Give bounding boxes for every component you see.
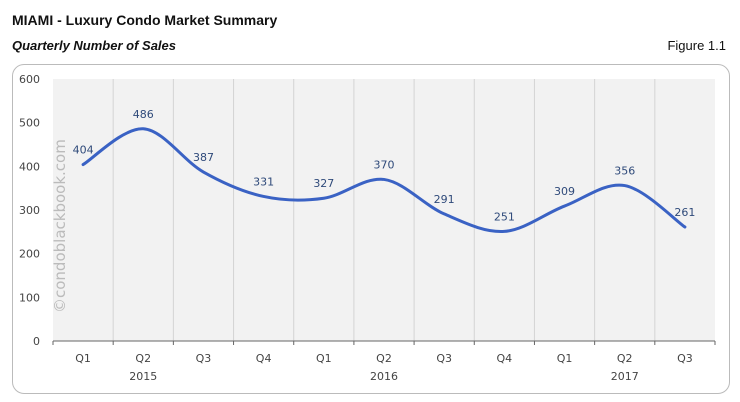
data-label: 251 bbox=[494, 210, 515, 223]
plot-area bbox=[53, 79, 715, 341]
data-label: 370 bbox=[374, 158, 395, 171]
figure-label: Figure 1.1 bbox=[667, 38, 726, 53]
page-title: MIAMI - Luxury Condo Market Summary bbox=[12, 12, 278, 28]
y-tick-label: 500 bbox=[19, 117, 40, 130]
x-tick-label: Q2 bbox=[376, 352, 392, 365]
chart-card bbox=[12, 64, 730, 394]
y-tick-label: 200 bbox=[19, 248, 40, 261]
data-label: 486 bbox=[133, 108, 154, 121]
x-tick-label: Q2 bbox=[135, 352, 151, 365]
year-label: 2015 bbox=[129, 370, 157, 383]
year-label: 2016 bbox=[370, 370, 398, 383]
y-tick-label: 100 bbox=[19, 291, 40, 304]
watermark: ©condoblackbook.com bbox=[51, 139, 69, 313]
data-label: 404 bbox=[73, 144, 94, 157]
data-label: 291 bbox=[434, 193, 455, 206]
data-label: 331 bbox=[253, 175, 274, 188]
x-tick-label: Q3 bbox=[677, 352, 693, 365]
x-tick-label: Q1 bbox=[557, 352, 573, 365]
year-label: 2017 bbox=[611, 370, 639, 383]
data-label: 261 bbox=[674, 206, 695, 219]
x-tick-label: Q4 bbox=[497, 352, 513, 365]
data-label: 387 bbox=[193, 151, 214, 164]
x-tick-label: Q3 bbox=[196, 352, 212, 365]
data-label: 327 bbox=[313, 177, 334, 190]
x-tick-label: Q1 bbox=[316, 352, 332, 365]
y-tick-label: 600 bbox=[19, 73, 40, 86]
x-tick-label: Q2 bbox=[617, 352, 633, 365]
x-tick-label: Q4 bbox=[256, 352, 272, 365]
x-tick-label: Q3 bbox=[436, 352, 452, 365]
x-tick-label: Q1 bbox=[75, 352, 91, 365]
y-tick-label: 400 bbox=[19, 160, 40, 173]
y-tick-label: 300 bbox=[19, 204, 40, 217]
data-label: 356 bbox=[614, 165, 635, 178]
data-label: 309 bbox=[554, 185, 575, 198]
chart-subtitle: Quarterly Number of Sales bbox=[12, 38, 176, 53]
y-tick-label: 0 bbox=[33, 335, 40, 348]
